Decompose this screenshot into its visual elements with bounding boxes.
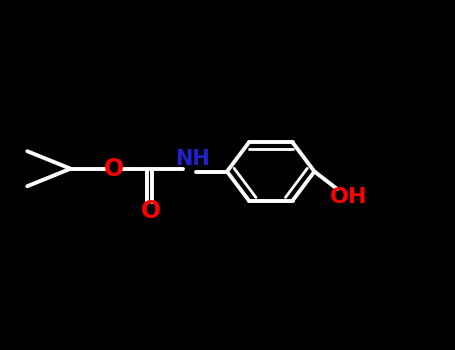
Text: OH: OH [330,187,368,207]
Text: NH: NH [175,149,210,169]
Text: O: O [141,199,161,223]
Text: O: O [104,157,124,181]
